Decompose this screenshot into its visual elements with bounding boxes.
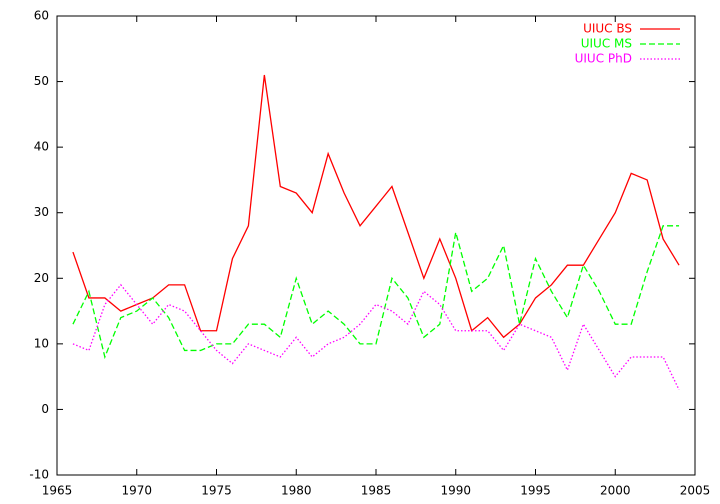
y-tick-label: 30 bbox=[34, 205, 49, 219]
x-tick-label: 1965 bbox=[42, 484, 73, 498]
x-tick-label: 1980 bbox=[281, 484, 312, 498]
y-tick-label: 50 bbox=[34, 74, 49, 88]
x-tick-label: 1975 bbox=[201, 484, 232, 498]
x-tick-label: 2005 bbox=[680, 484, 711, 498]
x-tick-label: 1990 bbox=[440, 484, 471, 498]
x-tick-label: 1985 bbox=[361, 484, 392, 498]
y-tick-label: 10 bbox=[34, 336, 49, 350]
y-tick-label: 60 bbox=[34, 9, 49, 23]
y-tick-label: 40 bbox=[34, 140, 49, 154]
y-tick-label: 0 bbox=[41, 402, 49, 416]
series-line bbox=[72, 225, 680, 360]
y-tick-label: -10 bbox=[29, 468, 49, 482]
plot-frame bbox=[56, 15, 696, 476]
series-line bbox=[72, 283, 680, 391]
legend-label: UIUC BS bbox=[583, 22, 632, 36]
x-tick-label: 2000 bbox=[600, 484, 631, 498]
legend-label: UIUC MS bbox=[581, 37, 632, 51]
x-tick-label: 1995 bbox=[520, 484, 551, 498]
legend-label: UIUC PhD bbox=[575, 52, 632, 66]
series-line bbox=[72, 74, 680, 339]
x-tick-label: 1970 bbox=[121, 484, 152, 498]
y-tick-label: 20 bbox=[34, 271, 49, 285]
